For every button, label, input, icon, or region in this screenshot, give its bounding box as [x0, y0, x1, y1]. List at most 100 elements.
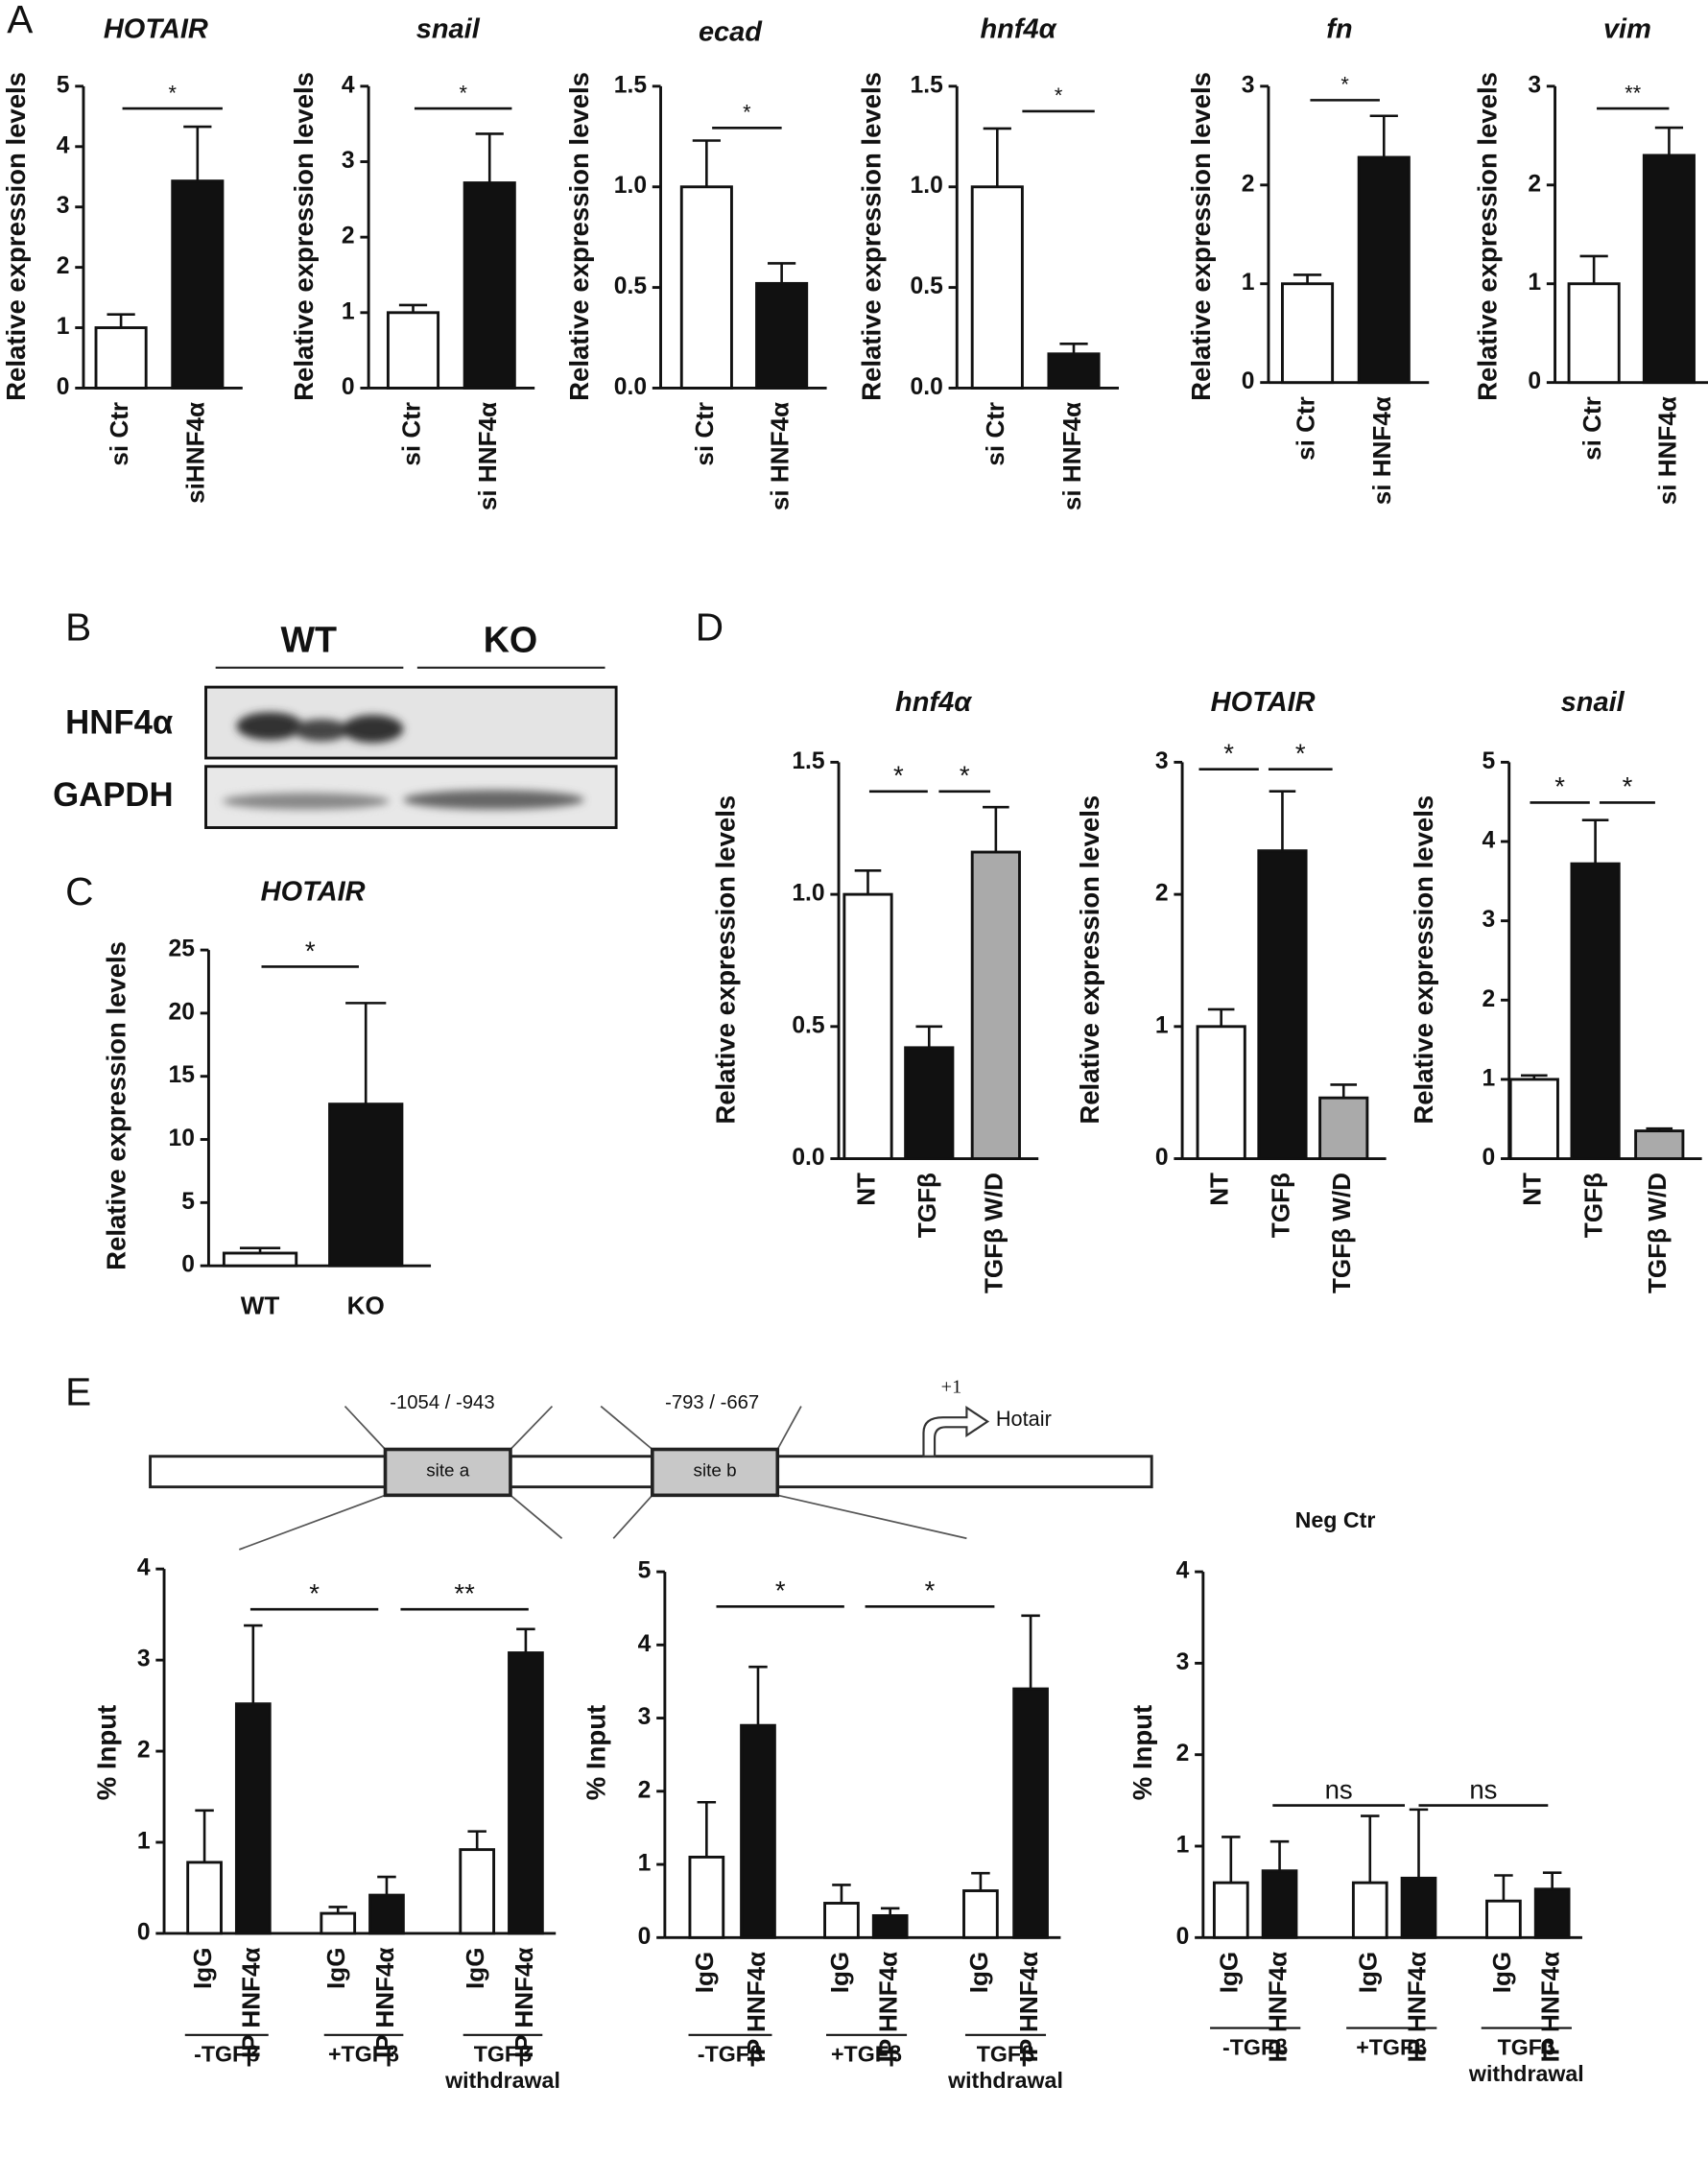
bar	[508, 1651, 544, 1935]
bar	[688, 1855, 725, 1939]
blot-column: WT	[281, 620, 338, 660]
x-tick-label: IP HNF4α	[874, 1952, 903, 2063]
significance-label: *	[309, 1578, 320, 1608]
y-tick-label: 1	[57, 314, 70, 340]
group-label: withdrawal	[947, 2068, 1063, 2093]
bar	[823, 1902, 860, 1939]
y-axis-label: Relative expression levels	[564, 72, 594, 401]
y-axis-label: % Input	[91, 1705, 121, 1800]
chart-title: Neg Ctr	[1295, 1507, 1376, 1532]
bar	[186, 1861, 223, 1935]
x-tick-label: TGFβ W/D	[1643, 1173, 1672, 1293]
y-tick-label: 3	[137, 1647, 151, 1672]
group-label: +TGFβ	[1356, 2034, 1427, 2059]
x-tick-label: IgG	[964, 1952, 993, 1993]
y-tick-label: 20	[169, 999, 195, 1025]
promoter-diagram	[149, 1405, 1153, 1551]
panel-label: D	[696, 605, 724, 649]
y-axis-label: Relative expression levels	[1186, 72, 1216, 401]
x-tick-label: IgG	[1354, 1952, 1383, 1993]
x-tick-label: si Ctr	[981, 402, 1009, 466]
significance-label: *	[459, 81, 467, 105]
y-tick-label: 1.5	[911, 72, 944, 98]
significance-label: *	[893, 761, 904, 791]
y-tick-label: 3	[342, 148, 355, 174]
y-tick-label: 2	[57, 253, 70, 279]
y-tick-label: 1.5	[614, 72, 648, 98]
bar	[1533, 1887, 1571, 1939]
group-label: TGFβ	[977, 2042, 1035, 2067]
group-label: +TGFβ	[831, 2042, 902, 2067]
significance-label: **	[454, 1578, 475, 1608]
chart-title: HOTAIR	[104, 14, 208, 45]
significance-label: **	[1625, 81, 1641, 105]
x-tick-label: IgG	[1487, 1952, 1516, 1993]
y-tick-label: 1	[137, 1829, 151, 1855]
bar	[1570, 862, 1621, 1160]
x-tick-label: si Ctr	[396, 402, 425, 466]
bar	[1257, 849, 1308, 1160]
bar	[679, 185, 733, 390]
y-tick-label: 0	[638, 1924, 652, 1950]
significance-label: ns	[1325, 1774, 1353, 1804]
chart-title: vim	[1603, 14, 1651, 45]
y-tick-label: 0	[57, 374, 70, 400]
x-tick-label: TGFβ W/D	[980, 1173, 1008, 1293]
blot-row: HNF4α	[65, 704, 174, 741]
y-tick-label: 3	[638, 1704, 652, 1730]
significance-label: *	[1223, 738, 1234, 768]
bar	[871, 1913, 909, 1939]
x-tick-label: IP HNF4α	[742, 1952, 771, 2063]
group-label: TGFβ	[1498, 2034, 1556, 2059]
bar	[904, 1046, 955, 1160]
y-axis-label: Relative expression levels	[1409, 795, 1438, 1125]
y-tick-label: 5	[638, 1558, 652, 1584]
y-axis-label: % Input	[581, 1705, 611, 1800]
chart-title: hnf4α	[980, 14, 1056, 45]
y-tick-label: 0	[181, 1252, 195, 1278]
x-tick-label: TGFβ W/D	[1327, 1173, 1356, 1293]
significance-label: *	[743, 101, 751, 125]
y-tick-label: 3	[1176, 1649, 1190, 1675]
blot-row: GAPDH	[53, 777, 174, 814]
y-tick-label: 3	[1155, 748, 1169, 774]
bar	[842, 892, 893, 1160]
y-axis-label: Relative expression levels	[101, 941, 130, 1270]
y-tick-label: 4	[1176, 1558, 1190, 1584]
x-tick-label: KO	[347, 1292, 385, 1320]
x-tick-label: si HNF4α	[1057, 402, 1086, 510]
y-tick-label: 3	[1483, 907, 1496, 933]
significance-label: *	[1340, 73, 1349, 97]
bar	[970, 185, 1024, 390]
site-label: site b	[694, 1460, 737, 1481]
x-tick-label: IgG	[825, 1952, 854, 1993]
chart-title: snail	[416, 14, 481, 45]
group-label: +TGFβ	[328, 2042, 399, 2067]
y-tick-label: 3	[1242, 72, 1255, 98]
x-tick-label: IgG	[188, 1947, 217, 1988]
bar	[1351, 1881, 1388, 1939]
y-tick-label: 0.0	[911, 374, 943, 400]
panel-label: B	[65, 605, 91, 649]
significance-label: *	[960, 761, 970, 791]
bar	[1047, 352, 1101, 390]
y-axis-label: Relative expression levels	[710, 795, 740, 1125]
y-tick-label: 1.0	[911, 173, 943, 199]
y-tick-label: 1	[1155, 1012, 1169, 1038]
y-tick-label: 4	[137, 1555, 151, 1581]
y-axis-label: Relative expression levels	[1, 72, 31, 401]
significance-label: ns	[1469, 1774, 1497, 1804]
y-tick-label: 25	[169, 936, 196, 962]
y-axis-label: Relative expression levels	[1075, 795, 1104, 1125]
x-tick-label: IgG	[690, 1952, 719, 1993]
significance-label: *	[1295, 738, 1306, 768]
bar	[970, 850, 1021, 1160]
x-tick-label: si HNF4α	[1367, 396, 1396, 505]
group-label: -TGFβ	[194, 2042, 259, 2067]
x-tick-label: IP HNF4α	[370, 1947, 399, 2058]
x-tick-label: IP HNF4α	[1402, 1952, 1431, 2063]
y-tick-label: 1.5	[792, 748, 825, 774]
bar	[1485, 1899, 1522, 1939]
bar	[368, 1893, 405, 1935]
